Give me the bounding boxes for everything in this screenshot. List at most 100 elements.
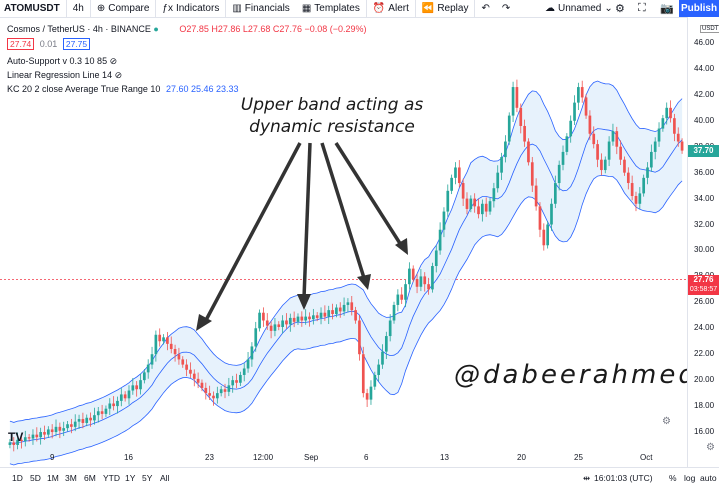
author-watermark: @dabeerahmed — [454, 360, 698, 390]
candle-body — [423, 276, 427, 285]
arrow-3 — [320, 142, 366, 279]
candle-body — [408, 268, 411, 285]
range-button-1y[interactable]: 1Y — [125, 473, 136, 483]
candle-body — [461, 183, 465, 199]
layout-name-button[interactable]: ☁ Unnamed ⌄ — [545, 0, 613, 17]
redo-button[interactable]: ↷ — [496, 0, 516, 17]
candle-body — [546, 224, 549, 246]
candle-body — [553, 183, 557, 204]
settings-icon[interactable]: ⚙ — [662, 416, 671, 427]
buy-price-button[interactable]: 27.75 — [62, 38, 91, 50]
candle-body — [131, 385, 135, 391]
candle-body — [127, 390, 131, 399]
candle-body — [469, 198, 473, 209]
chart-title[interactable]: Cosmos / TetherUS · 4h · BINANCE — [7, 24, 151, 34]
range-button-1m[interactable]: 1M — [47, 473, 59, 483]
bar-countdown: 03:58:57 — [689, 285, 718, 293]
financials-button[interactable]: ▥ Financials — [225, 0, 295, 17]
candle-body — [281, 320, 284, 327]
eye-hidden-icon[interactable]: ⊘ — [109, 56, 118, 66]
candle-body — [646, 167, 649, 178]
undo-button[interactable]: ↶ — [474, 0, 495, 17]
keltner-lower-band — [9, 174, 683, 466]
range-button-5y[interactable]: 5Y — [142, 473, 153, 483]
candle-body — [530, 162, 534, 186]
replay-button[interactable]: ⏪ Replay — [414, 0, 475, 17]
chevron-down-icon: ⌄ — [604, 3, 613, 14]
fullscreen-icon[interactable]: ⛶ — [638, 2, 646, 14]
bottom-toolbar: ⇹ 16:01:03 (UTC) % log auto 1D 5D 1M 3M 6M YT… — [0, 467, 719, 488]
candle-body — [373, 374, 377, 387]
candle-body — [626, 172, 630, 184]
auto-toggle[interactable]: auto — [700, 473, 717, 483]
candle-body — [561, 151, 565, 165]
eye-hidden-icon[interactable]: ⊘ — [114, 70, 123, 80]
price-axis-label: 44.00 — [694, 63, 715, 73]
percent-toggle[interactable]: % — [669, 473, 677, 483]
candle-body — [54, 426, 58, 433]
range-button-all[interactable]: All — [160, 473, 170, 483]
candle-body — [150, 354, 154, 365]
candle-body — [538, 206, 542, 230]
candle-body — [492, 188, 496, 202]
candle-body — [381, 351, 384, 365]
tradingview-logo[interactable]: TV — [8, 430, 24, 444]
candle-body — [292, 317, 296, 322]
currency-unit-label[interactable]: USDT — [700, 25, 719, 33]
candle-body — [104, 408, 108, 414]
axis-settings-icon[interactable]: ⚙ — [706, 442, 715, 453]
candle-body — [262, 312, 265, 321]
replay-label: Replay — [437, 3, 469, 14]
log-toggle[interactable]: log — [684, 473, 696, 483]
clock-time[interactable]: 16:01:03 (UTC) — [594, 473, 653, 483]
candle-body — [650, 151, 653, 168]
candle-body — [58, 426, 62, 431]
candle-body — [584, 97, 588, 116]
candle-body — [235, 380, 238, 383]
symbol-search-button[interactable]: ATOMUSDT — [4, 3, 60, 14]
range-button-1d[interactable]: 1D — [12, 473, 23, 483]
candle-body — [239, 374, 242, 383]
range-button-6m[interactable]: 6M — [84, 473, 96, 483]
candle-body — [411, 268, 415, 279]
interval-button[interactable]: 4h — [65, 0, 90, 17]
candle-body — [377, 364, 380, 375]
annotation-arrows — [196, 142, 408, 331]
candle-body — [523, 125, 526, 142]
indicator-keltner[interactable]: KC 20 2 close Average True Range 10 27.6… — [7, 84, 239, 94]
candle-body — [8, 442, 12, 445]
arrow-3-head — [357, 274, 371, 290]
time-axis-label: 13 — [440, 453, 449, 462]
range-button-5d[interactable]: 5D — [30, 473, 41, 483]
candle-body — [166, 337, 169, 344]
indicators-button[interactable]: ƒx Indicators — [155, 0, 225, 17]
candle-body — [23, 437, 27, 442]
publish-button[interactable]: Publish — [679, 0, 719, 17]
date-range-icon[interactable]: ⇹ — [583, 473, 591, 483]
camera-icon[interactable]: 📷 — [660, 3, 674, 15]
settings-gear-icon[interactable]: ⚙ — [615, 3, 625, 15]
sell-price-button[interactable]: 27.74 — [7, 38, 35, 50]
templates-button[interactable]: ▦ Templates — [296, 0, 366, 17]
bid-ask-row: 27.74 0.01 27.75 — [7, 38, 93, 50]
candle-body — [358, 320, 361, 355]
candle-body — [496, 172, 500, 189]
alarm-clock-icon: ⏰ — [372, 3, 386, 14]
indicator-auto-support[interactable]: Auto-Support v 0.3 10 85 ⊘ — [7, 56, 117, 67]
range-button-ytd[interactable]: YTD — [103, 473, 120, 483]
ohlc-values: O27.85 H27.86 L27.68 C27.76 −0.08 (−0.29… — [179, 24, 367, 34]
indicator-linreg[interactable]: Linear Regression Line 14 ⊘ — [7, 70, 122, 81]
candle-body — [481, 203, 484, 215]
price-axis-label: 30.00 — [694, 245, 715, 255]
time-axis-label: 16 — [124, 453, 133, 462]
price-axis[interactable]: 46.0044.0042.0040.0038.0036.0034.0032.00… — [687, 17, 719, 467]
candle-body — [154, 334, 158, 355]
candle-body — [96, 411, 100, 416]
indicator-keltner-values: 27.60 25.46 23.33 — [165, 84, 239, 94]
candle-body — [70, 424, 73, 427]
candle-body — [442, 211, 446, 230]
alert-button[interactable]: ⏰ Alert — [365, 0, 415, 17]
range-button-3m[interactable]: 3M — [65, 473, 77, 483]
compare-button[interactable]: ⊕ Compare — [89, 0, 156, 17]
